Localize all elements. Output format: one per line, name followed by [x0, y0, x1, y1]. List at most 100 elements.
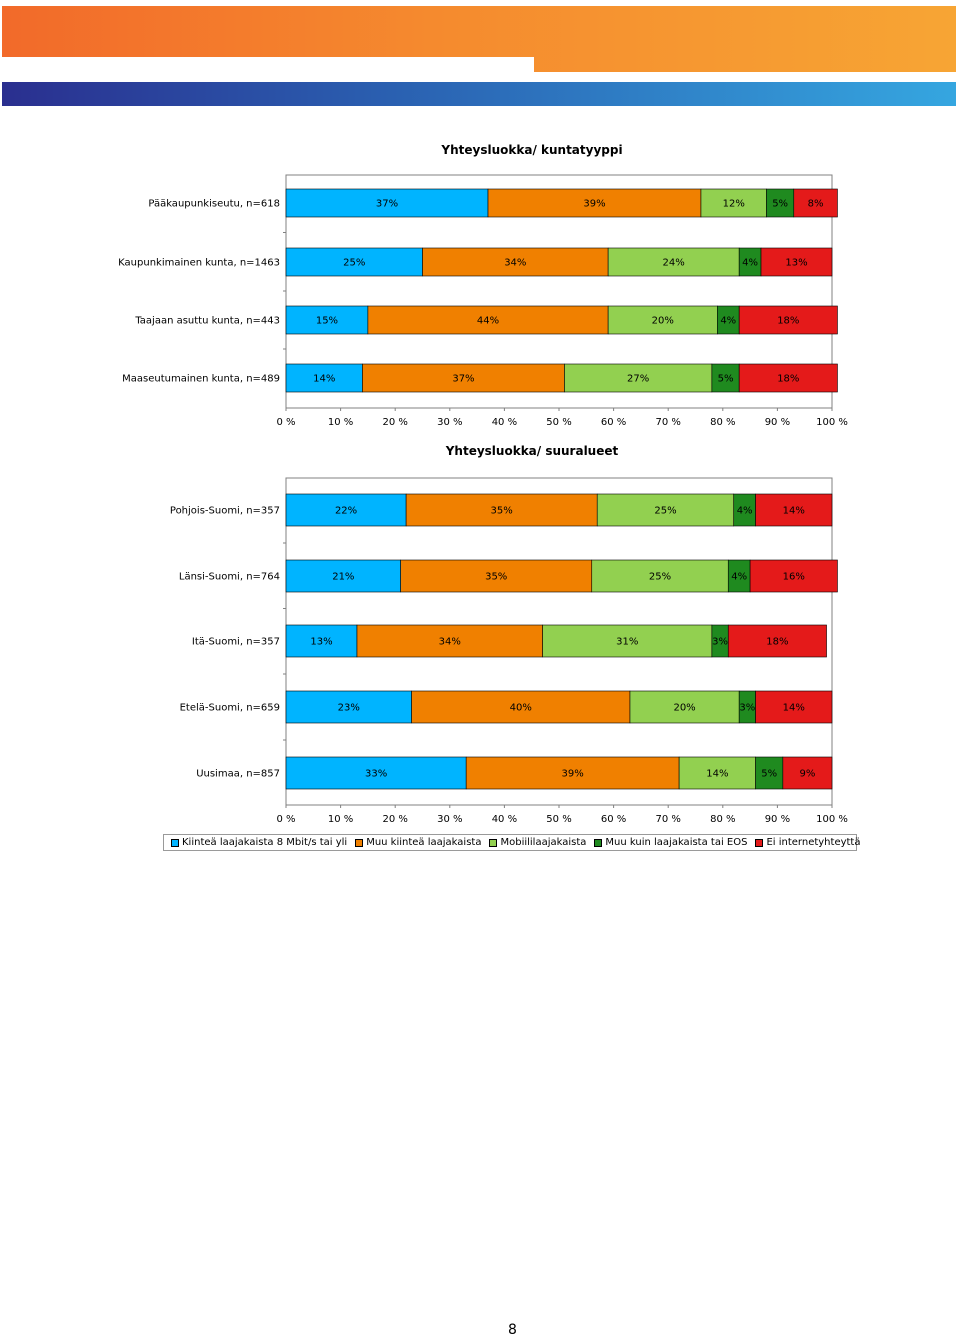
chart-legend: Kiinteä laajakaista 8 Mbit/s tai yli Muu … [163, 834, 860, 851]
bar-segment [678, 756, 756, 790]
data-label: 16% [783, 572, 805, 583]
bar-segment [755, 756, 784, 790]
bar-segment [782, 756, 833, 790]
bar-segment [760, 247, 833, 277]
data-label: 13% [785, 258, 807, 269]
bar-segment [755, 690, 833, 724]
data-label: 23% [338, 703, 360, 714]
bar-segment [400, 559, 593, 593]
x-tick-label: 20 % [382, 814, 407, 825]
data-label: 5% [772, 199, 788, 210]
bar-segment [700, 188, 767, 218]
bar-segment [285, 559, 401, 593]
x-tick-label: 30 % [437, 814, 462, 825]
data-label: 39% [583, 199, 605, 210]
bar-segment [607, 305, 718, 335]
page-number: 8 [508, 1322, 517, 1338]
x-tick-label: 50 % [546, 417, 571, 428]
data-label: 14% [783, 506, 805, 517]
legend-item: Muu kuin laajakaista tai EOS [594, 837, 747, 848]
bar-segment [766, 188, 795, 218]
header-blue-band [2, 82, 956, 106]
legend-swatch [355, 838, 364, 847]
category-label: Länsi-Suomi, n=764 [179, 572, 280, 583]
data-label: 9% [799, 769, 815, 780]
bar-segment [793, 188, 838, 218]
bar-segment [487, 188, 702, 218]
data-label: 22% [335, 506, 357, 517]
data-label: 37% [376, 199, 398, 210]
legend-swatch [594, 838, 603, 847]
data-label: 3% [739, 703, 755, 714]
category-label: Pohjois-Suomi, n=357 [170, 506, 280, 517]
category-label: Itä-Suomi, n=357 [192, 637, 280, 648]
bar-segment [711, 363, 740, 393]
data-label: 21% [332, 572, 354, 583]
bar-segment [738, 305, 838, 335]
legend-item: Muu kiinteä laajakaista [355, 837, 481, 848]
bar-segment [411, 690, 631, 724]
bar-segment [755, 493, 833, 527]
bar-segment [285, 756, 467, 790]
x-tick-label: 0 % [276, 814, 295, 825]
stacked-bar-charts: Yhteysluokka/ kuntatyyppi Pääkaupunkiseut… [118, 143, 848, 825]
x-tick-label: 70 % [655, 417, 680, 428]
category-label: Uusimaa, n=857 [196, 769, 280, 780]
data-label: 8% [808, 199, 824, 210]
x-tick-label: 20 % [382, 417, 407, 428]
bar-segment [727, 624, 827, 658]
bar-segment [362, 363, 565, 393]
x-tick-label: 30 % [437, 417, 462, 428]
category-label: Taajaan asuttu kunta, n=443 [134, 316, 280, 327]
legend-item: Mobiililaajakaista [489, 837, 586, 848]
bar-segment [749, 559, 838, 593]
data-label: 14% [313, 374, 335, 385]
bar-segment [564, 363, 713, 393]
x-tick-label: 40 % [492, 417, 517, 428]
x-tick-label: 90 % [765, 814, 790, 825]
bar-segment [738, 363, 838, 393]
data-label: 34% [504, 258, 526, 269]
bar-segment [285, 690, 412, 724]
data-label: 14% [706, 769, 728, 780]
bar-segment [596, 493, 735, 527]
data-label: 25% [343, 258, 365, 269]
legend-swatch [755, 838, 764, 847]
data-label: 25% [649, 572, 671, 583]
data-label: 20% [673, 703, 695, 714]
legend-label: Muu kuin laajakaista tai EOS [605, 837, 748, 848]
x-tick-label: 80 % [710, 417, 735, 428]
bar-segment [285, 493, 407, 527]
legend-item: Ei internetyhteyttä [755, 837, 860, 848]
category-label: Maaseutumainen kunta, n=489 [122, 374, 280, 385]
bar-segment [285, 188, 489, 218]
legend-label: Mobiililaajakaista [500, 837, 587, 848]
data-label: 44% [477, 316, 499, 327]
legend-swatch [171, 838, 179, 847]
data-label: 12% [723, 199, 745, 210]
category-label: Kaupunkimainen kunta, n=1463 [118, 258, 280, 269]
x-tick-label: 100 % [816, 417, 848, 428]
legend-label: Kiinteä laajakaista 8 Mbit/s tai yli [182, 837, 348, 848]
data-label: 35% [491, 506, 513, 517]
data-label: 13% [310, 637, 332, 648]
x-tick-label: 60 % [601, 417, 626, 428]
data-label: 4% [731, 572, 747, 583]
data-label: 25% [654, 506, 676, 517]
legend-item: Kiinteä laajakaista 8 Mbit/s tai yli [171, 837, 347, 848]
legend-swatch [489, 838, 498, 847]
bar-segment [367, 305, 609, 335]
data-label: 27% [627, 374, 649, 385]
data-label: 5% [718, 374, 734, 385]
data-label: 18% [766, 637, 788, 648]
category-label: Pääkaupunkiseutu, n=618 [148, 199, 280, 210]
x-tick-label: 90 % [765, 417, 790, 428]
data-label: 35% [485, 572, 507, 583]
data-label: 33% [365, 769, 387, 780]
x-tick-label: 40 % [492, 814, 517, 825]
data-label: 4% [737, 506, 753, 517]
data-label: 24% [663, 258, 685, 269]
data-label: 34% [439, 637, 461, 648]
data-label: 4% [742, 258, 758, 269]
x-tick-label: 50 % [546, 814, 571, 825]
